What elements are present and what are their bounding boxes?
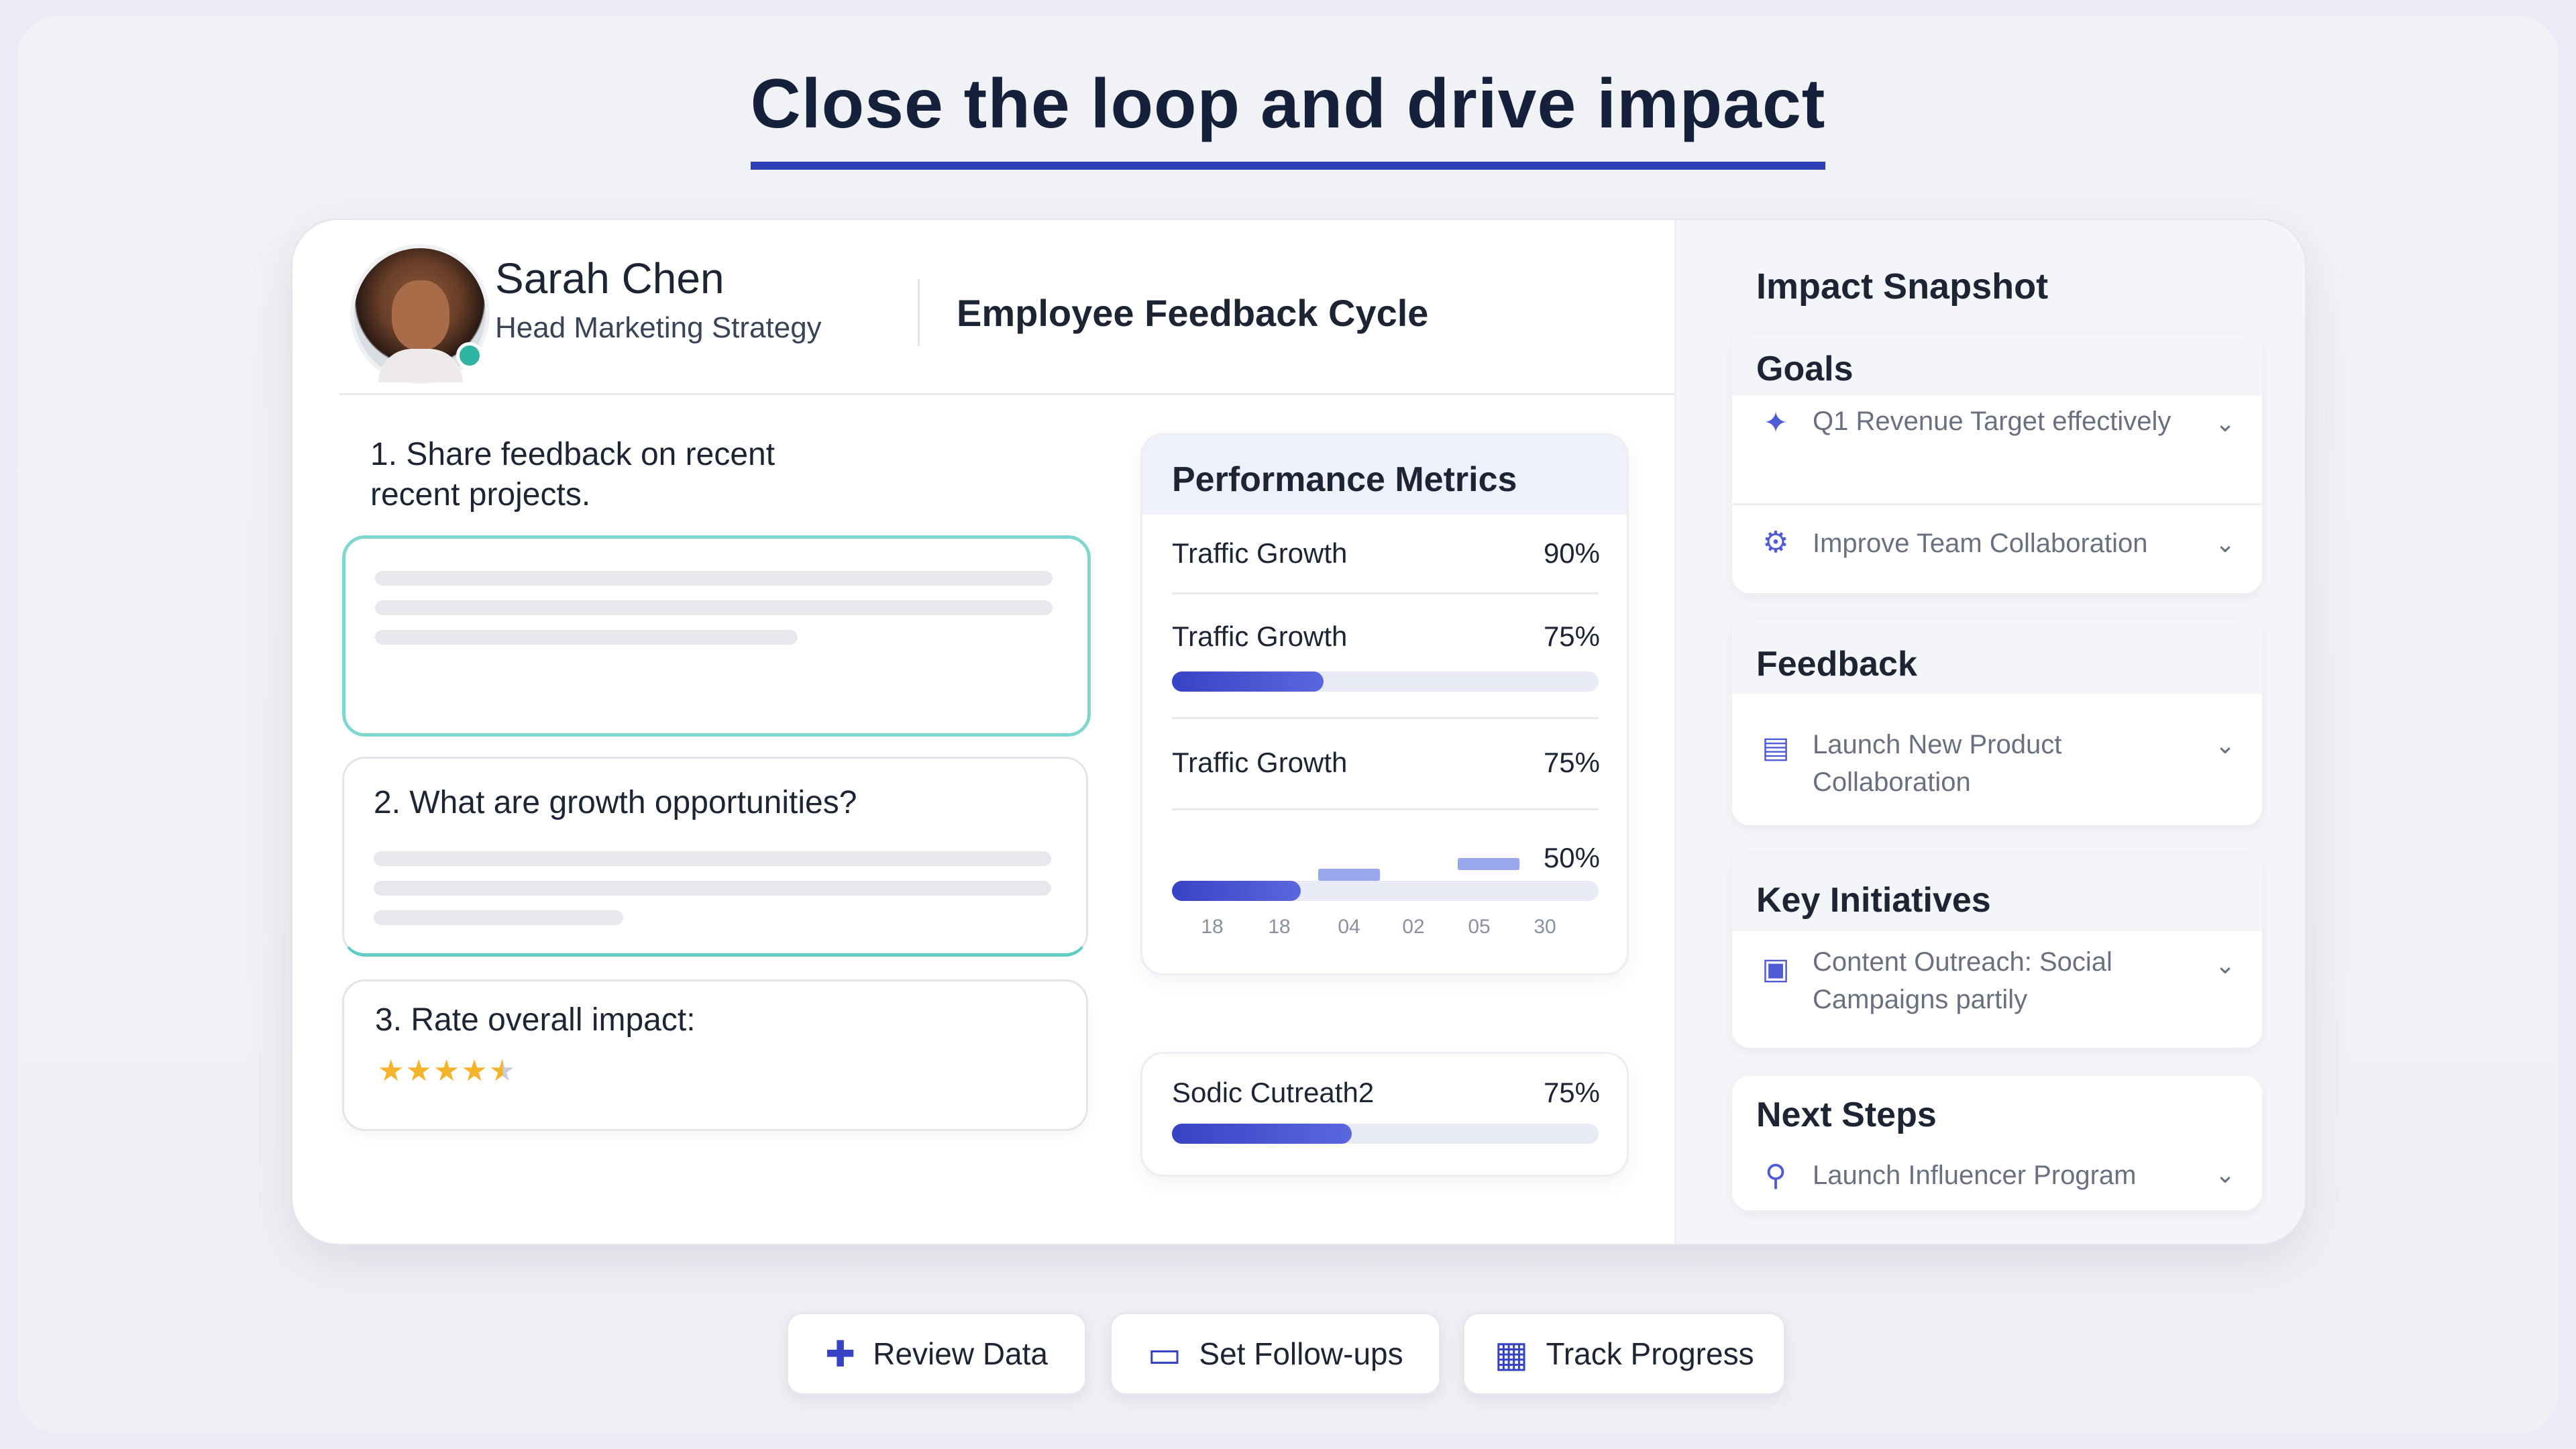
- metric-label: Sodic Cutreath2: [1172, 1077, 1375, 1108]
- placeholder-line: [374, 851, 1051, 866]
- report-icon: ▤: [1762, 731, 1790, 764]
- goal-item-text[interactable]: Q1 Revenue Target effectively: [1813, 407, 2171, 436]
- question-2-label: 2. What are growth opportunities?: [374, 785, 857, 820]
- set-followups-label: Set Follow-ups: [1199, 1336, 1403, 1371]
- performance-metrics-panel: Performance Metrics Traffic Growth 90% T…: [1140, 433, 1629, 975]
- axis-tick: 02: [1402, 916, 1425, 938]
- item-divider: [1732, 503, 2262, 505]
- review-data-button[interactable]: ✚ Review Data: [786, 1312, 1087, 1395]
- key-initiatives-title: Key Initiatives: [1756, 881, 1991, 920]
- chevron-down-icon[interactable]: ⌄: [2214, 530, 2235, 557]
- chevron-down-icon[interactable]: ⌄: [2214, 409, 2235, 437]
- metric-label: Traffic Growth: [1172, 621, 1348, 652]
- mini-chart-bar: [1318, 869, 1380, 881]
- question-1-textarea[interactable]: [342, 535, 1091, 737]
- avatar-body: [378, 349, 463, 382]
- impact-snapshot-panel: Impact Snapshot Goals ✦ Q1 Revenue Targe…: [1674, 220, 2305, 1244]
- star-rating[interactable]: ★★★★★: [378, 1054, 517, 1088]
- feedback-header: [1732, 619, 2262, 694]
- placeholder-line: [374, 881, 1051, 896]
- goals-title: Goals: [1756, 350, 1854, 388]
- goal-item-text[interactable]: Improve Team Collaboration: [1813, 529, 2148, 558]
- question-1-label: 1. Share feedback on recent recent proje…: [370, 437, 775, 513]
- axis-tick: 04: [1338, 916, 1360, 938]
- gear-icon: ⚙: [1762, 526, 1789, 559]
- initiative-item-text[interactable]: Content Outreach: Social Campaigns parti…: [1813, 947, 2112, 1014]
- metric-divider: [1172, 717, 1599, 719]
- presentation-icon: ▭: [1147, 1334, 1182, 1375]
- metric-divider: [1172, 592, 1599, 594]
- header-rule: [339, 393, 1674, 395]
- user-role: Head Marketing Strategy: [495, 311, 822, 344]
- metric-value: 50%: [1543, 842, 1600, 873]
- chevron-down-icon[interactable]: ⌄: [2214, 951, 2235, 979]
- star-icon[interactable]: ★: [405, 1055, 433, 1087]
- award-icon: ✚: [824, 1334, 856, 1375]
- avatar-face: [392, 280, 449, 350]
- chevron-down-icon[interactable]: ⌄: [2214, 731, 2235, 759]
- axis-tick: 18: [1201, 916, 1224, 938]
- secondary-metric-card: Sodic Cutreath2 75%: [1140, 1052, 1629, 1177]
- chevron-down-icon[interactable]: ⌄: [2214, 1161, 2235, 1188]
- goals-header: [1732, 335, 2262, 396]
- axis-tick: 05: [1468, 916, 1491, 938]
- key-initiatives-header: [1732, 853, 2262, 931]
- star-icon[interactable]: ★: [378, 1055, 406, 1087]
- rocket-icon: ✦: [1763, 407, 1788, 439]
- key-initiatives-panel: Key Initiatives ▣ Content Outreach: Soci…: [1732, 853, 2262, 1048]
- headline-container: Close the loop and drive impact: [0, 64, 2576, 170]
- star-icon[interactable]: ★: [433, 1055, 462, 1087]
- track-progress-button[interactable]: ▦ Track Progress: [1462, 1312, 1786, 1395]
- person-icon: ⚲: [1764, 1159, 1787, 1192]
- progress-fill: [1172, 672, 1324, 692]
- goals-panel: Goals ✦ Q1 Revenue Target effectively ⌄ …: [1732, 335, 2262, 593]
- star-icon[interactable]: ★: [461, 1055, 489, 1087]
- impact-snapshot-title: Impact Snapshot: [1756, 266, 2049, 307]
- question-2-textarea[interactable]: 2. What are growth opportunities?: [342, 757, 1088, 957]
- set-followups-button[interactable]: ▭ Set Follow-ups: [1110, 1312, 1441, 1395]
- metric-divider: [1172, 808, 1599, 810]
- question-3-rating-box: 3. Rate overall impact: ★★★★★: [342, 979, 1088, 1131]
- next-steps-panel: Next Steps ⚲ Launch Influencer Program ⌄: [1732, 1076, 2262, 1210]
- next-step-item-text[interactable]: Launch Influencer Program: [1813, 1161, 2137, 1190]
- feedback-panel: Feedback ▤ Launch New Product Collaborat…: [1732, 619, 2262, 825]
- metric-value: 75%: [1543, 1077, 1600, 1108]
- metrics-header: [1142, 435, 1627, 515]
- placeholder-line: [375, 630, 798, 645]
- avatar[interactable]: [350, 244, 490, 384]
- metric-value: 75%: [1543, 621, 1600, 652]
- metric-label: Traffic Growth: [1172, 747, 1348, 778]
- calendar-icon: ▦: [1494, 1334, 1529, 1375]
- user-name: Sarah Chen: [495, 254, 724, 303]
- question-3-label: 3. Rate overall impact:: [375, 1002, 696, 1038]
- feedback-title: Feedback: [1756, 645, 1917, 684]
- page-headline: Close the loop and drive impact: [750, 64, 1826, 170]
- axis-tick: 30: [1534, 916, 1556, 938]
- next-steps-title: Next Steps: [1756, 1095, 1937, 1134]
- feedback-card: Sarah Chen Head Marketing Strategy Emplo…: [291, 219, 2306, 1245]
- axis-tick: 18: [1268, 916, 1291, 938]
- feedback-item-text[interactable]: Launch New Product Collaboration: [1813, 730, 2062, 797]
- online-status-dot: [456, 342, 483, 369]
- header-divider: [918, 279, 920, 346]
- placeholder-line: [375, 600, 1053, 615]
- progress-fill: [1172, 881, 1301, 901]
- metric-value: 90%: [1543, 537, 1600, 569]
- half-star-icon[interactable]: ★: [488, 1055, 517, 1087]
- metric-value: 75%: [1543, 747, 1600, 778]
- cycle-title: Employee Feedback Cycle: [957, 292, 1429, 334]
- track-progress-label: Track Progress: [1546, 1336, 1754, 1371]
- chat-icon: ▣: [1762, 953, 1790, 985]
- placeholder-line: [375, 571, 1053, 586]
- mini-chart-bar: [1458, 858, 1519, 870]
- progress-fill: [1172, 1124, 1352, 1144]
- review-data-label: Review Data: [873, 1336, 1049, 1371]
- progress-track: [1172, 1124, 1599, 1144]
- placeholder-line: [374, 910, 623, 925]
- metric-label: Traffic Growth: [1172, 537, 1348, 569]
- progress-track: [1172, 881, 1599, 901]
- progress-track: [1172, 672, 1599, 692]
- metrics-title: Performance Metrics: [1172, 460, 1517, 499]
